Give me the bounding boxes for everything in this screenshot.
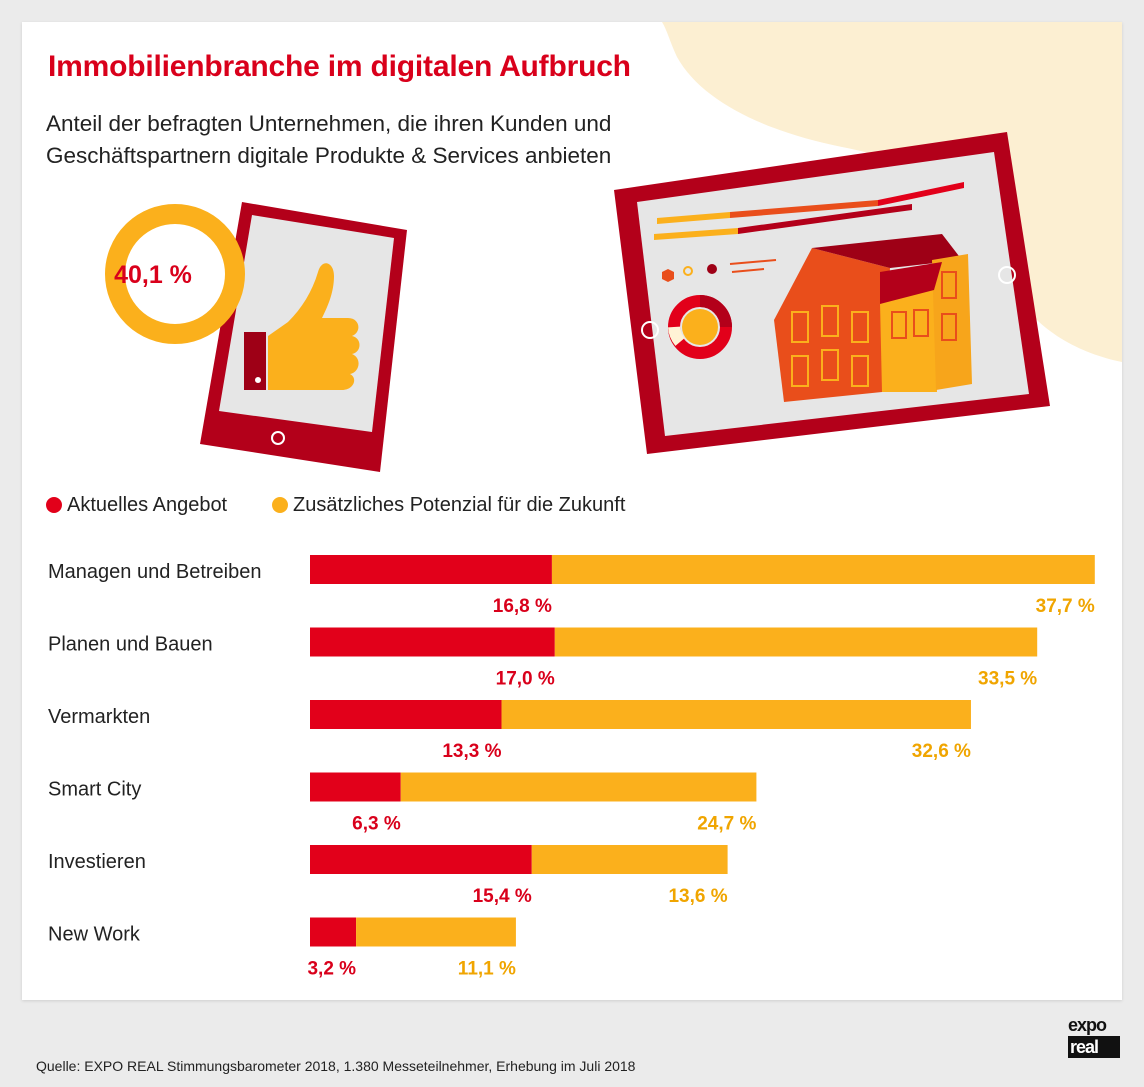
bar-current (310, 845, 532, 874)
bar-current (310, 627, 555, 657)
bar-current (310, 700, 502, 729)
data-label-potential: 11,1 % (458, 959, 516, 980)
progress-ring-icon (105, 204, 245, 344)
tablet-bars-icon (654, 182, 964, 282)
bar-current (310, 772, 401, 802)
house-icon (774, 234, 972, 402)
infographic-card: Immobilienbranche im digitalen Aufbruch … (22, 22, 1122, 1000)
highlight-value-layer: 40,1 % (114, 261, 192, 289)
legend-dot-current (46, 497, 62, 513)
legend-dot-potential (272, 497, 288, 513)
category-label: New Work (48, 924, 141, 946)
category-label: Planen und Bauen (48, 634, 213, 656)
data-label-current: 15,4 % (473, 886, 532, 907)
expo-real-logo: expo real (1068, 1016, 1124, 1078)
illustration (105, 132, 1050, 472)
bar-potential (554, 627, 1038, 657)
bar-potential (400, 772, 757, 802)
data-label-potential: 33,5 % (978, 669, 1037, 690)
data-label-potential: 24,7 % (697, 814, 756, 835)
logo-line-1: expo (1068, 1015, 1107, 1035)
legend-item-current: Aktuelles Angebot (46, 492, 227, 518)
legend-label-current: Aktuelles Angebot (67, 494, 228, 516)
data-label-potential: 32,6 % (912, 741, 971, 762)
donut-icon (668, 295, 732, 359)
legend-label-potential: Zusätzliches Potenzial für die Zukunft (293, 494, 626, 516)
category-label: Vermarkten (48, 706, 150, 728)
logo-line-2: real (1068, 1036, 1120, 1058)
category-label: Investieren (48, 851, 146, 873)
chart-subtitle: Anteil der befragten Unternehmen, die ih… (46, 111, 612, 168)
stacked-bar-chart: Managen und Betreiben 16,8 % 37,7 % Planen … (48, 555, 1095, 980)
highlight-value: 40,1 % (114, 261, 192, 289)
data-label-current: 16,8 % (493, 596, 552, 617)
bar-potential (356, 917, 516, 947)
bar-potential (551, 555, 1095, 584)
background-blob (662, 22, 1122, 362)
category-label: Managen und Betreiben (48, 561, 262, 583)
category-label: Smart City (48, 779, 141, 801)
chart-title: Immobilienbranche im digitalen Aufbruch (48, 50, 631, 83)
legend-item-potential: Zusätzliches Potenzial für die Zukunft (272, 492, 625, 518)
bar-potential (531, 845, 728, 874)
data-label-current: 3,2 % (307, 959, 356, 980)
source-note: Quelle: EXPO REAL Stimmungsbarometer 201… (36, 1058, 636, 1074)
data-label-potential: 37,7 % (1036, 596, 1095, 617)
data-label-current: 17,0 % (496, 669, 555, 690)
thumbs-up-icon (244, 263, 360, 390)
data-label-current: 13,3 % (442, 741, 501, 762)
bar-current (310, 917, 357, 947)
bar-current (310, 555, 552, 584)
bar-potential (501, 700, 971, 729)
data-label-potential: 13,6 % (668, 886, 727, 907)
data-label-current: 6,3 % (352, 814, 401, 835)
